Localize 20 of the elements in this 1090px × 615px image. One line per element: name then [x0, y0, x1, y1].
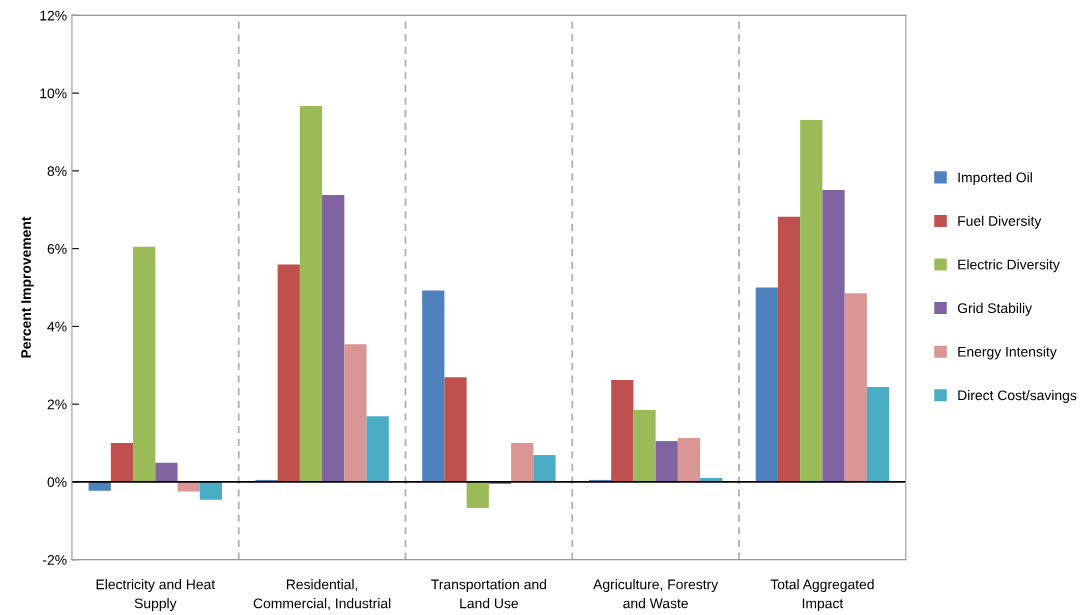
y-tick-label: 2%	[47, 399, 67, 410]
y-tick-label: 6%	[47, 243, 67, 254]
x-tick-label: Total Aggregated Impact	[770, 579, 874, 612]
x-tick-label: Electricity and Heat Supply	[96, 579, 216, 612]
legend-label: Direct Cost/savings	[958, 390, 1077, 403]
x-tick-label: Agriculture, Forestry and Waste	[593, 579, 719, 609]
y-tick-label: 12%	[40, 10, 67, 21]
y-tick-label: 10%	[40, 88, 67, 99]
y-tick-label: 8%	[47, 166, 67, 177]
y-tick-label: -2%	[43, 554, 67, 565]
legend-label: Fuel Diversity	[958, 215, 1042, 229]
y-axis-title: Percent Improvement	[21, 216, 34, 358]
legend-label: Imported Oil	[958, 172, 1032, 186]
x-tick-label: Transportation and Land Use	[431, 579, 547, 609]
y-tick-label: 0%	[47, 477, 67, 488]
legend-label: Energy Intensity	[958, 346, 1057, 360]
legend-label: Electric Diversity	[958, 259, 1060, 273]
x-tick-label: Residential, Commercial, Industrial	[253, 579, 391, 610]
y-tick-label: 4%	[47, 321, 67, 332]
legend-label: Grid Stabiliy	[957, 302, 1033, 316]
